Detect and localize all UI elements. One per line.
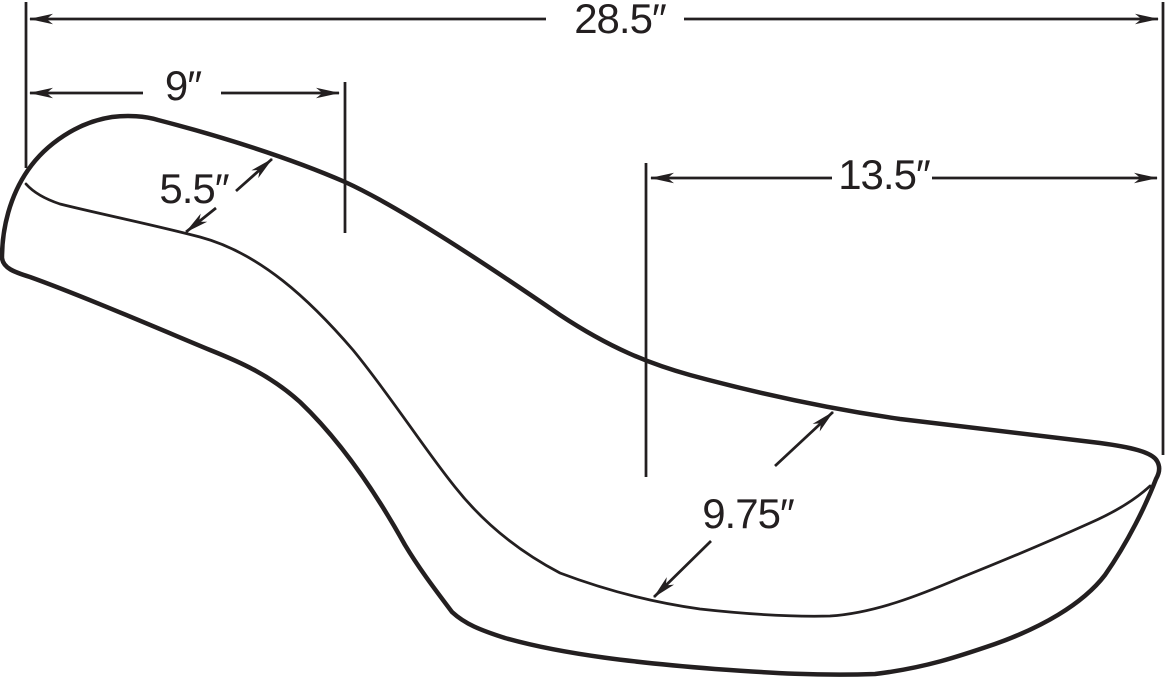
dimension-rear-depth: 9.75″ — [653, 410, 834, 598]
dimension-label-overall: 28.5″ — [574, 0, 667, 42]
seat-profile — [0, 113, 1162, 677]
seat-seam-line — [24, 182, 1152, 618]
leader-arrow-down — [653, 540, 712, 598]
dimension-overall-length: 28.5″ — [24, 0, 1165, 455]
dimension-label-rear-depth: 9.75″ — [702, 490, 795, 537]
dimension-rear-length: 13.5″ — [644, 151, 1158, 477]
dimension-label-front-depth: 5.5″ — [159, 165, 229, 212]
leader-arrow-up — [774, 410, 834, 468]
leader-arrow-up — [235, 157, 273, 193]
dimension-front-length: 9″ — [29, 62, 347, 233]
seat-outer-outline — [0, 113, 1162, 677]
dimension-front-depth: 5.5″ — [159, 157, 273, 234]
dimension-label-front-length: 9″ — [165, 62, 202, 109]
dimension-label-rear-length: 13.5″ — [838, 151, 931, 198]
leader-arrow-down — [185, 206, 217, 234]
